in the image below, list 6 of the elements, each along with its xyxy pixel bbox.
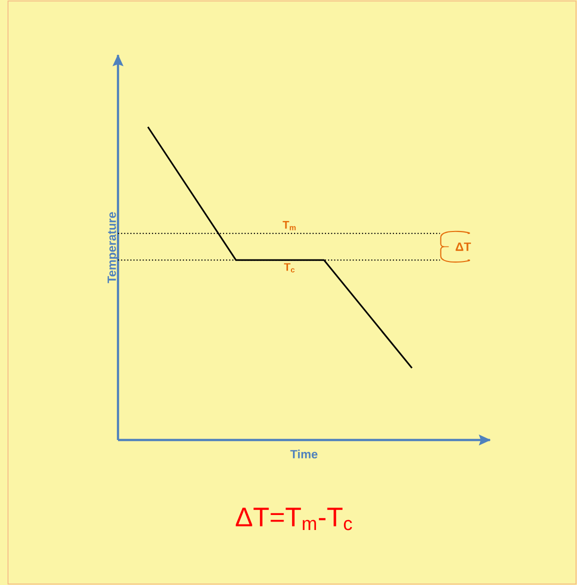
text: ΔT	[456, 242, 471, 251]
x-axis-title: Time	[290, 450, 318, 458]
y-axis-title: Temperature	[108, 212, 118, 284]
text: ΔT=T$_{m}$-T$_{c}$	[236, 508, 352, 530]
ref-line-label: T$_{m}$	[282, 221, 296, 230]
ref-line-label: T$_{c}$	[284, 263, 295, 272]
